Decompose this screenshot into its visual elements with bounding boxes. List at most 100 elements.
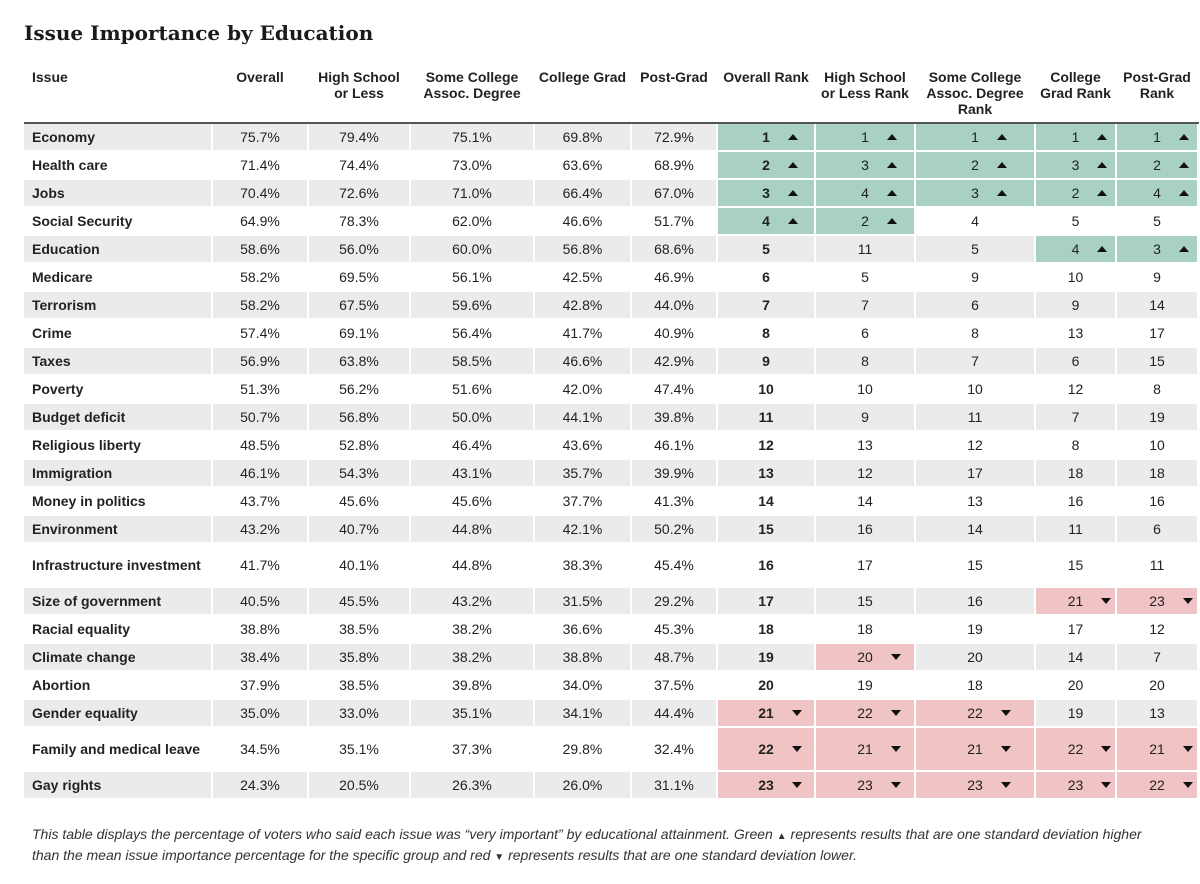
overall-rank-cell: 8: [717, 319, 816, 348]
table-row: Poverty 51.3% 56.2% 51.6% 42.0% 47.4% 10 10 10 12…: [24, 375, 1199, 404]
high-school-rank-cell: 21: [815, 727, 916, 772]
high-school-rank: 6: [861, 325, 869, 341]
high-school-pct: 63.8%: [308, 347, 411, 376]
high-school-pct: 78.3%: [308, 207, 411, 236]
some-college-rank-cell: 23: [915, 771, 1036, 800]
high-school-pct: 45.5%: [308, 587, 411, 616]
post-grad-pct: 51.7%: [631, 207, 718, 236]
some-college-rank: 18: [967, 677, 983, 693]
some-college-pct: 60.0%: [410, 235, 535, 264]
some-college-rank-cell: 7: [915, 347, 1036, 376]
high-school-rank: 7: [861, 297, 869, 313]
some-college-rank-cell: 21: [915, 727, 1036, 772]
overall-rank-cell: 3: [717, 179, 816, 208]
overall-rank: 17: [758, 593, 774, 609]
some-college-rank-cell: 15: [915, 543, 1036, 588]
some-college-rank: 13: [967, 493, 983, 509]
college-grad-rank-cell: 8: [1035, 431, 1117, 460]
some-college-pct: 58.5%: [410, 347, 535, 376]
post-grad-pct: 45.4%: [631, 543, 718, 588]
post-grad-rank: 7: [1153, 649, 1161, 665]
some-college-pct: 35.1%: [410, 699, 535, 728]
college-grad-rank: 22: [1068, 741, 1112, 757]
high-school-pct: 35.1%: [308, 727, 411, 772]
high-school-rank: 1: [861, 129, 897, 145]
overall-rank: 2: [762, 157, 798, 173]
high-school-rank-cell: 2: [815, 207, 916, 236]
header-post-grad-rank: Post-Grad Rank: [1116, 66, 1198, 124]
some-college-rank-cell: 16: [915, 587, 1036, 616]
table-row: Racial equality 38.8% 38.5% 38.2% 36.6% 45.3%…: [24, 615, 1199, 644]
overall-rank: 4: [762, 213, 798, 229]
overall-rank-cell: 12: [717, 431, 816, 460]
college-grad-rank-cell: 16: [1035, 487, 1117, 516]
overall-pct: 46.1%: [212, 459, 309, 488]
issue-label: Economy: [24, 123, 213, 152]
post-grad-rank-cell: 6: [1116, 515, 1199, 544]
up-triangle-icon: [1097, 134, 1108, 140]
post-grad-rank-cell: 16: [1116, 487, 1199, 516]
post-grad-pct: 29.2%: [631, 587, 718, 616]
post-grad-pct: 41.3%: [631, 487, 718, 516]
post-grad-rank: 16: [1149, 493, 1165, 509]
high-school-rank: 21: [857, 741, 901, 757]
post-grad-rank: 6: [1153, 521, 1161, 537]
some-college-rank: 6: [971, 297, 979, 313]
some-college-rank-cell: 8: [915, 319, 1036, 348]
table-body: Economy 75.7% 79.4% 75.1% 69.8% 72.9% 1 1 1 1 1 Hea…: [24, 123, 1199, 800]
college-grad-rank: 10: [1067, 269, 1084, 285]
issue-label: Money in politics: [24, 487, 213, 516]
high-school-rank: 4: [861, 185, 897, 201]
up-triangle-icon: [886, 162, 897, 168]
down-triangle-icon: [890, 782, 901, 788]
college-grad-rank-cell: 20: [1035, 671, 1117, 700]
overall-rank-cell: 20: [717, 671, 816, 700]
college-grad-rank-cell: 4: [1035, 235, 1117, 264]
overall-pct: 43.2%: [212, 515, 309, 544]
some-college-rank-cell: 19: [915, 615, 1036, 644]
post-grad-rank-cell: 17: [1116, 319, 1199, 348]
down-triangle-icon: [1000, 782, 1011, 788]
table-row: Family and medical leave 34.5% 35.1% 37.3% 2…: [24, 727, 1199, 772]
table-row: Environment 43.2% 40.7% 44.8% 42.1% 50.2% 15 16…: [24, 515, 1199, 544]
high-school-rank-cell: 15: [815, 587, 916, 616]
table-row: Budget deficit 50.7% 56.8% 50.0% 44.1% 39.8% 1…: [24, 403, 1199, 432]
high-school-pct: 40.1%: [308, 543, 411, 588]
college-grad-rank: 2: [1072, 185, 1108, 201]
table-row: Gender equality 35.0% 33.0% 35.1% 34.1% 44.4%…: [24, 699, 1199, 728]
college-grad-rank: 23: [1068, 777, 1112, 793]
overall-pct: 34.5%: [212, 727, 309, 772]
overall-rank-cell: 14: [717, 487, 816, 516]
table-row: Gay rights 24.3% 20.5% 26.3% 26.0% 31.1% 23 23 2…: [24, 771, 1199, 800]
college-grad-rank-cell: 23: [1035, 771, 1117, 800]
high-school-rank: 12: [857, 465, 873, 481]
overall-rank: 12: [758, 437, 774, 453]
college-grad-pct: 42.1%: [534, 515, 632, 544]
some-college-rank: 17: [967, 465, 983, 481]
overall-rank-cell: 6: [717, 263, 816, 292]
high-school-rank: 9: [861, 409, 869, 425]
college-grad-rank-cell: 22: [1035, 727, 1117, 772]
overall-pct: 56.9%: [212, 347, 309, 376]
overall-pct: 38.4%: [212, 643, 309, 672]
high-school-pct: 72.6%: [308, 179, 411, 208]
down-triangle-icon: [1101, 598, 1112, 604]
header-some-college-rank: Some College Assoc. Degree Rank: [915, 66, 1035, 124]
table-row: Infrastructure investment 41.7% 40.1% 44.8%…: [24, 543, 1199, 588]
college-grad-pct: 63.6%: [534, 151, 632, 180]
some-college-rank: 3: [971, 185, 1007, 201]
high-school-pct: 69.1%: [308, 319, 411, 348]
up-triangle-icon: ▲: [776, 831, 787, 842]
post-grad-rank-cell: 7: [1116, 643, 1199, 672]
some-college-rank: 1: [971, 129, 1007, 145]
some-college-rank: 21: [967, 741, 1011, 757]
college-grad-rank: 19: [1067, 705, 1084, 721]
overall-rank: 15: [758, 521, 774, 537]
college-grad-pct: 46.6%: [534, 207, 632, 236]
overall-rank-cell: 21: [717, 699, 816, 728]
post-grad-pct: 32.4%: [631, 727, 718, 772]
post-grad-pct: 50.2%: [631, 515, 718, 544]
some-college-rank: 12: [967, 437, 983, 453]
college-grad-rank: 9: [1071, 297, 1080, 313]
up-triangle-icon: [1178, 190, 1189, 196]
